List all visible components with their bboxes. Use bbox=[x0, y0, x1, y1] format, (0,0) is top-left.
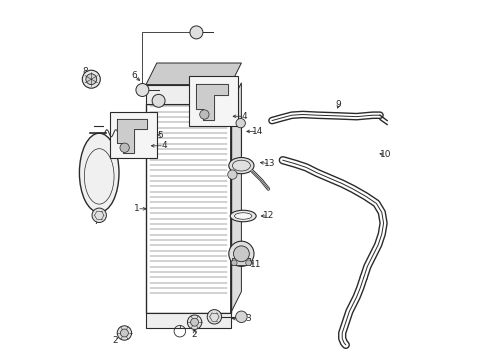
Circle shape bbox=[228, 170, 237, 179]
Circle shape bbox=[136, 84, 149, 96]
Text: 5: 5 bbox=[157, 130, 163, 139]
Text: 14: 14 bbox=[252, 127, 263, 136]
Circle shape bbox=[187, 315, 202, 329]
Circle shape bbox=[92, 208, 106, 222]
Circle shape bbox=[120, 143, 129, 152]
Ellipse shape bbox=[79, 133, 119, 212]
Circle shape bbox=[229, 241, 254, 266]
Circle shape bbox=[117, 326, 132, 340]
Text: 4: 4 bbox=[161, 141, 167, 150]
Circle shape bbox=[200, 110, 209, 119]
Text: 10: 10 bbox=[380, 150, 391, 159]
Text: 7: 7 bbox=[94, 217, 99, 226]
Text: 3: 3 bbox=[245, 314, 251, 323]
Bar bbox=[232, 258, 250, 265]
Circle shape bbox=[233, 246, 249, 262]
Circle shape bbox=[82, 70, 100, 88]
Ellipse shape bbox=[235, 213, 252, 219]
Polygon shape bbox=[231, 83, 242, 313]
Text: 5: 5 bbox=[238, 118, 244, 127]
Circle shape bbox=[152, 94, 165, 107]
Ellipse shape bbox=[230, 210, 256, 222]
Circle shape bbox=[207, 310, 221, 324]
Circle shape bbox=[190, 26, 203, 39]
Bar bbox=[189, 76, 238, 126]
Text: 6: 6 bbox=[131, 71, 137, 80]
Text: 11: 11 bbox=[250, 260, 262, 269]
Polygon shape bbox=[196, 84, 228, 120]
Circle shape bbox=[191, 318, 198, 326]
Circle shape bbox=[121, 329, 128, 337]
Circle shape bbox=[236, 311, 247, 323]
Bar bbox=[146, 85, 231, 104]
Circle shape bbox=[236, 118, 245, 128]
Text: 2: 2 bbox=[192, 330, 197, 338]
Circle shape bbox=[245, 260, 251, 266]
Ellipse shape bbox=[229, 158, 254, 174]
Circle shape bbox=[231, 260, 237, 266]
Text: 9: 9 bbox=[336, 100, 342, 109]
Text: 4: 4 bbox=[241, 112, 247, 121]
Bar bbox=[110, 112, 157, 158]
Text: 2: 2 bbox=[112, 336, 118, 345]
Text: 8: 8 bbox=[82, 68, 88, 77]
Polygon shape bbox=[146, 63, 242, 85]
Text: 13: 13 bbox=[265, 159, 276, 168]
Bar bbox=[146, 313, 231, 328]
Bar bbox=[146, 104, 231, 313]
Text: 1: 1 bbox=[134, 204, 140, 213]
Circle shape bbox=[86, 74, 97, 85]
Text: 12: 12 bbox=[263, 211, 274, 220]
Polygon shape bbox=[117, 119, 147, 153]
